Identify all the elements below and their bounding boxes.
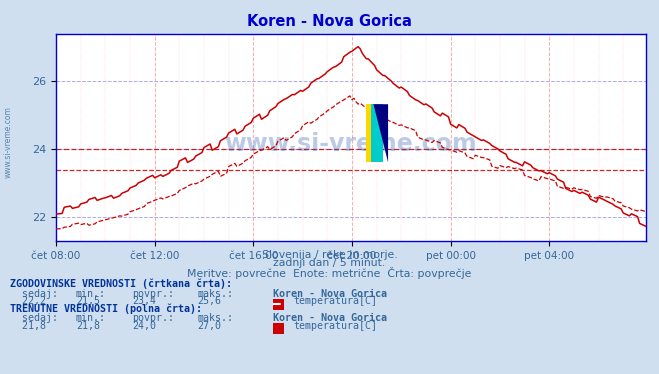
Text: Koren - Nova Gorica: Koren - Nova Gorica bbox=[273, 313, 387, 323]
Text: zadnji dan / 5 minut.: zadnji dan / 5 minut. bbox=[273, 258, 386, 268]
Text: 23,4: 23,4 bbox=[132, 296, 156, 306]
Text: 24,0: 24,0 bbox=[132, 321, 156, 331]
Text: www.si-vreme.com: www.si-vreme.com bbox=[3, 106, 13, 178]
Text: Meritve: povrečne  Enote: metrične  Črta: povprečje: Meritve: povrečne Enote: metrične Črta: … bbox=[187, 267, 472, 279]
Text: temperatura[C]: temperatura[C] bbox=[293, 321, 377, 331]
Text: 25,6: 25,6 bbox=[198, 296, 221, 306]
Text: 21,8: 21,8 bbox=[76, 321, 100, 331]
Text: maks.:: maks.: bbox=[198, 289, 234, 299]
Text: 22,2: 22,2 bbox=[10, 296, 46, 306]
Text: Koren - Nova Gorica: Koren - Nova Gorica bbox=[247, 14, 412, 29]
Text: maks.:: maks.: bbox=[198, 313, 234, 323]
Text: 27,0: 27,0 bbox=[198, 321, 221, 331]
Text: min.:: min.: bbox=[76, 289, 106, 299]
Polygon shape bbox=[374, 104, 388, 162]
Text: min.:: min.: bbox=[76, 313, 106, 323]
Text: povpr.:: povpr.: bbox=[132, 289, 174, 299]
Text: 21,5: 21,5 bbox=[76, 296, 100, 306]
Text: 21,8: 21,8 bbox=[10, 321, 46, 331]
Text: Slovenija / reke in morje.: Slovenija / reke in morje. bbox=[262, 250, 397, 260]
Bar bbox=[366, 104, 378, 162]
Text: ZGODOVINSKE VREDNOSTI (črtkana črta):: ZGODOVINSKE VREDNOSTI (črtkana črta): bbox=[10, 279, 232, 289]
Text: Koren - Nova Gorica: Koren - Nova Gorica bbox=[273, 289, 387, 299]
Text: www.si-vreme.com: www.si-vreme.com bbox=[225, 132, 477, 156]
Text: sedaj:: sedaj: bbox=[10, 313, 58, 323]
Text: TRENUTNE VREDNOSTI (polna črta):: TRENUTNE VREDNOSTI (polna črta): bbox=[10, 304, 202, 314]
Text: povpr.:: povpr.: bbox=[132, 313, 174, 323]
Text: temperatura[C]: temperatura[C] bbox=[293, 296, 377, 306]
Bar bbox=[370, 104, 383, 162]
Text: sedaj:: sedaj: bbox=[10, 289, 58, 299]
